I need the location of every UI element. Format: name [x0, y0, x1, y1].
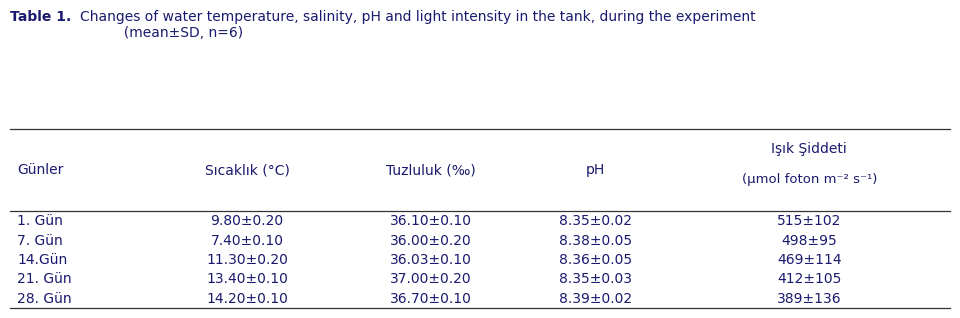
Text: 8.38±0.05: 8.38±0.05 — [559, 233, 632, 248]
Text: 8.39±0.02: 8.39±0.02 — [559, 292, 632, 306]
Text: Changes of water temperature, salinity, pH and light intensity in the tank, duri: Changes of water temperature, salinity, … — [80, 10, 756, 40]
Text: Sıcaklık (°C): Sıcaklık (°C) — [204, 163, 290, 177]
Text: 412±105: 412±105 — [777, 272, 842, 287]
Text: 11.30±0.20: 11.30±0.20 — [206, 253, 288, 267]
Text: 13.40±0.10: 13.40±0.10 — [206, 272, 288, 287]
Text: 28. Gün: 28. Gün — [17, 292, 72, 306]
Text: 515±102: 515±102 — [777, 214, 842, 228]
Text: 8.36±0.05: 8.36±0.05 — [559, 253, 632, 267]
Text: 14.20±0.10: 14.20±0.10 — [206, 292, 288, 306]
Text: 7.40±0.10: 7.40±0.10 — [210, 233, 283, 248]
Text: 36.10±0.10: 36.10±0.10 — [390, 214, 471, 228]
Text: Table 1.: Table 1. — [10, 10, 71, 24]
Text: 36.03±0.10: 36.03±0.10 — [390, 253, 471, 267]
Text: 1. Gün: 1. Gün — [17, 214, 63, 228]
Text: Günler: Günler — [17, 163, 63, 177]
Text: 8.35±0.03: 8.35±0.03 — [559, 272, 632, 287]
Text: 498±95: 498±95 — [781, 233, 837, 248]
Text: 36.70±0.10: 36.70±0.10 — [390, 292, 471, 306]
Text: (μmol foton m⁻² s⁻¹): (μmol foton m⁻² s⁻¹) — [741, 173, 877, 186]
Text: 9.80±0.20: 9.80±0.20 — [210, 214, 284, 228]
Text: 14.Gün: 14.Gün — [17, 253, 67, 267]
Text: 21. Gün: 21. Gün — [17, 272, 72, 287]
Text: 389±136: 389±136 — [777, 292, 842, 306]
Text: 8.35±0.02: 8.35±0.02 — [559, 214, 632, 228]
Text: 36.00±0.20: 36.00±0.20 — [390, 233, 471, 248]
Text: Işık Şiddeti: Işık Şiddeti — [772, 142, 847, 156]
Text: pH: pH — [586, 163, 605, 177]
Text: Tuzluluk (‰): Tuzluluk (‰) — [386, 163, 475, 177]
Text: 7. Gün: 7. Gün — [17, 233, 63, 248]
Text: 37.00±0.20: 37.00±0.20 — [390, 272, 471, 287]
Text: 469±114: 469±114 — [777, 253, 842, 267]
